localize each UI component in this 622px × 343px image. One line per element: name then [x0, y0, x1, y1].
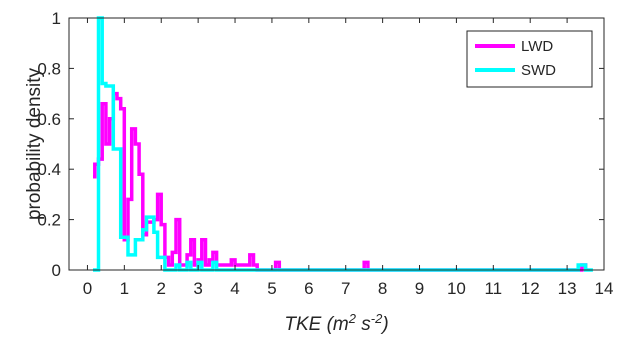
y-tick-label: 0.2 [37, 211, 61, 230]
y-axis-label: probability density [24, 67, 45, 220]
y-axis-ticks: 0 0.2 0.4 0.6 0.8 1 [37, 9, 604, 280]
x-tick-label: 6 [304, 279, 313, 298]
x-tick-label: 10 [447, 279, 466, 298]
x-tick-label: 13 [558, 279, 577, 298]
x-tick-label: 4 [230, 279, 239, 298]
legend-label-lwd: LWD [521, 38, 553, 55]
x-tick-label: 9 [415, 279, 424, 298]
x-tick-label: 14 [595, 279, 614, 298]
y-tick-label: 0.4 [37, 160, 61, 179]
y-tick-label: 1 [52, 9, 61, 28]
x-tick-label: 12 [521, 279, 540, 298]
x-tick-label: 3 [193, 279, 202, 298]
legend-box [466, 30, 593, 88]
legend: LWD SWD [466, 30, 593, 88]
x-axis-label: TKE (m2 s-2) [284, 311, 388, 336]
x-tick-label: 8 [378, 279, 387, 298]
x-tick-label: 0 [83, 279, 92, 298]
x-tick-label: 7 [341, 279, 350, 298]
plot-frame [68, 17, 605, 271]
y-tick-label: 0.8 [37, 59, 61, 78]
x-axis-ticks: 0 1 2 3 4 5 6 7 8 9 10 11 12 13 14 [83, 18, 614, 298]
y-tick-label: 0.6 [37, 110, 61, 129]
x-tick-label: 1 [120, 279, 129, 298]
x-tick-label: 5 [267, 279, 276, 298]
x-tick-label: 11 [484, 279, 502, 298]
x-axis-label-text: TKE (m2 s-2) [284, 311, 388, 336]
x-tick-label: 2 [157, 279, 166, 298]
legend-label-swd: SWD [521, 62, 556, 79]
y-tick-label: 0 [52, 261, 61, 280]
